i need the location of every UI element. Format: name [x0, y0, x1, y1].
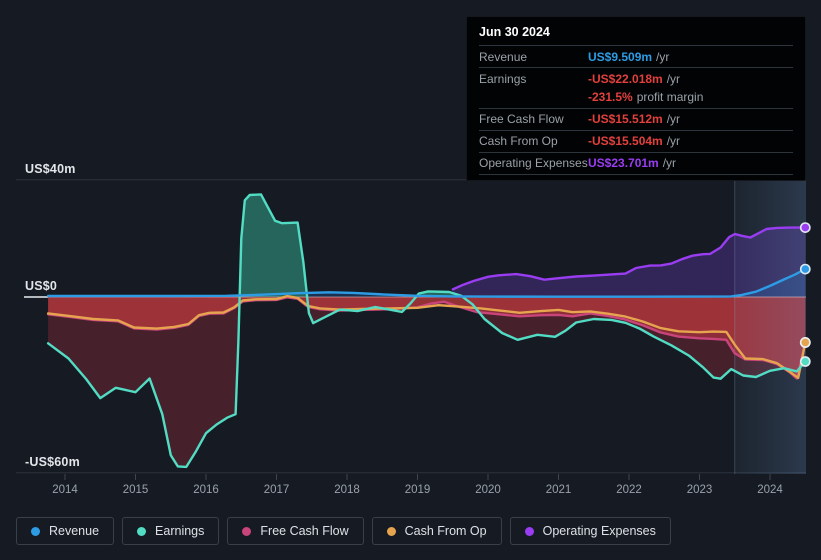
- tooltip-value: -US$15.512m/yr: [588, 112, 681, 126]
- x-tick-label: 2014: [52, 484, 78, 496]
- tooltip-row-earnings: Earnings -US$22.018m/yr: [479, 68, 793, 87]
- y-axis-label: US$40m: [25, 161, 76, 176]
- chart-legend: Revenue Earnings Free Cash Flow Cash Fro…: [16, 517, 671, 545]
- revenue-dot-icon: [31, 526, 40, 536]
- x-tick-label: 2019: [404, 484, 431, 496]
- tooltip-row-revenue: Revenue US$9.509m/yr: [479, 46, 793, 68]
- x-tick-label: 2022: [616, 484, 642, 496]
- tooltip-row-cash-from-op: Cash From Op -US$15.504m/yr: [479, 131, 793, 153]
- earnings-end-marker: [799, 356, 811, 367]
- cash_from_op-end-marker: [799, 336, 811, 348]
- highlight-band: [734, 180, 806, 474]
- tooltip-label: Revenue: [479, 49, 528, 64]
- legend-item-earnings[interactable]: Earnings: [122, 517, 220, 545]
- operating_expenses-end-marker: [799, 222, 811, 233]
- free-cash-flow-dot-icon: [242, 526, 252, 536]
- tooltip-row-free-cash-flow: Free Cash Flow -US$15.512m/yr: [479, 109, 793, 131]
- revenue-end-marker: [799, 263, 811, 275]
- tooltip-label: Free Cash Flow: [479, 112, 564, 126]
- earnings-dot-icon: [137, 526, 147, 536]
- x-tick-label: 2021: [545, 484, 572, 496]
- x-tick-label: 2015: [122, 484, 149, 496]
- cash-from-op-dot-icon: [386, 526, 396, 536]
- operating-expenses-dot-icon: [524, 526, 534, 536]
- revenue-line: [46, 267, 807, 298]
- x-tick-label: 2024: [757, 484, 783, 496]
- legend-label: Operating Expenses: [542, 524, 656, 538]
- x-tick-label: 2023: [686, 484, 713, 496]
- tooltip-label: Cash From Op: [479, 134, 558, 148]
- y-axis-label: -US$60m: [25, 454, 80, 469]
- x-axis-labels: 2014 2015 2016 2017 2018 2019 2020 2021 2022 2023…: [0, 484, 821, 500]
- tooltip-value: -US$22.018m/yr: [588, 71, 681, 86]
- x-tick-label: 2017: [263, 484, 290, 496]
- tooltip-row-profit-margin: -231.5% profit margin: [479, 87, 793, 109]
- tooltip-label: Operating Expenses: [479, 156, 588, 170]
- legend-label: Revenue: [49, 524, 100, 538]
- tooltip-label: Earnings: [479, 71, 527, 86]
- chart-tooltip: Jun 30 2024 Revenue US$9.509m/yr Earning…: [466, 16, 806, 181]
- x-tick-label: 2016: [193, 484, 219, 496]
- y-axis-label: US$0: [25, 279, 58, 293]
- cash_from_op-area-below: [48, 297, 806, 378]
- legend-item-free-cash-flow[interactable]: Free Cash Flow: [227, 517, 364, 545]
- cash_from_op-line: [46, 294, 807, 380]
- earnings-line: [46, 193, 807, 469]
- legend-item-operating-expenses[interactable]: Operating Expenses: [509, 517, 671, 545]
- legend-label: Cash From Op: [404, 524, 487, 538]
- legend-item-revenue[interactable]: Revenue: [16, 517, 115, 545]
- operating_expenses-line: [451, 226, 807, 291]
- tooltip-value: -231.5% profit margin: [588, 90, 704, 104]
- legend-item-cash-from-op[interactable]: Cash From Op: [371, 517, 502, 545]
- tooltip-value: -US$15.504m/yr: [588, 134, 681, 148]
- tooltip-row-operating-expenses: Operating Expenses US$23.701m/yr: [479, 153, 793, 175]
- legend-label: Free Cash Flow: [260, 524, 349, 538]
- tooltip-value: US$9.509m/yr: [588, 49, 670, 64]
- tooltip-value: US$23.701m/yr: [588, 156, 677, 170]
- tooltip-date: Jun 30 2024: [479, 25, 793, 46]
- x-tick-label: 2018: [334, 484, 360, 496]
- x-tick-label: 2020: [475, 484, 501, 496]
- legend-label: Earnings: [155, 524, 205, 538]
